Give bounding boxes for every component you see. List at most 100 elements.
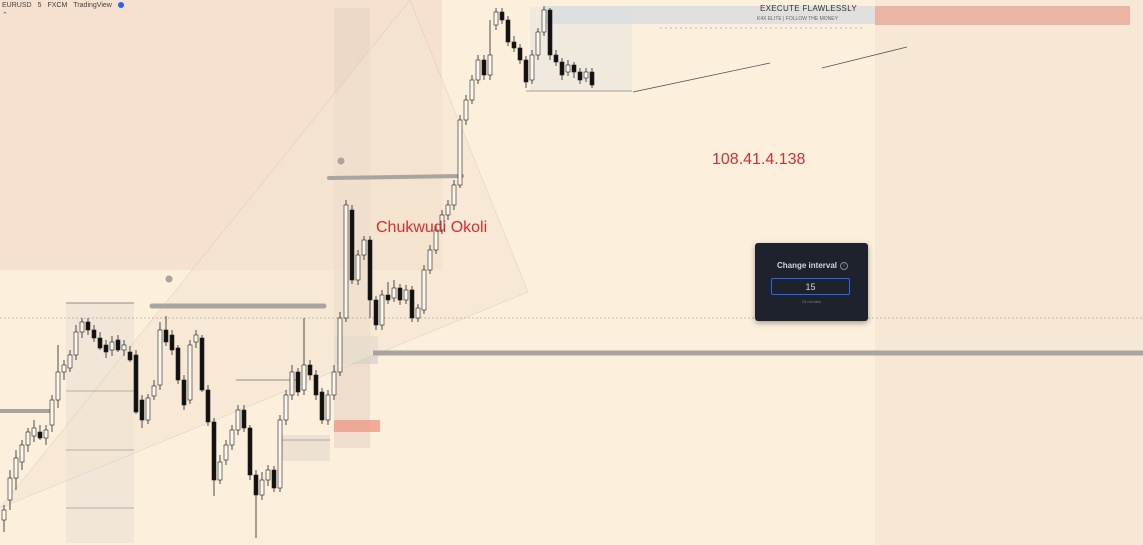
candle-body bbox=[505, 19, 511, 43]
candle-body bbox=[553, 54, 559, 63]
candles-group bbox=[1, 6, 595, 538]
triangle-drawing bbox=[0, 0, 529, 509]
candle-body bbox=[373, 299, 379, 326]
candle-body bbox=[271, 469, 277, 489]
candle-body bbox=[571, 64, 577, 73]
candle-body bbox=[535, 31, 541, 56]
symbol-label[interactable]: EURUSD bbox=[2, 1, 32, 9]
chart-header: EURUSD 5 FXCM TradingView bbox=[0, 0, 124, 10]
candle-body bbox=[187, 344, 193, 401]
interval-label[interactable]: 5 bbox=[37, 1, 42, 9]
candle-body bbox=[469, 79, 475, 101]
brand-title: EXECUTE FLAWLESSLY bbox=[760, 4, 857, 13]
candle-body bbox=[283, 394, 289, 421]
candle-body bbox=[121, 344, 127, 351]
candle-body bbox=[115, 339, 121, 351]
candle-body bbox=[103, 344, 109, 353]
candle-body bbox=[97, 337, 103, 349]
candle-body bbox=[55, 371, 61, 401]
candle-body bbox=[433, 229, 439, 251]
watermark-ip: 108.41.4.138 bbox=[712, 151, 806, 168]
candle-body bbox=[367, 239, 373, 301]
candle-body bbox=[319, 391, 325, 421]
candle-body bbox=[79, 321, 85, 333]
candle-body bbox=[541, 9, 547, 33]
interval-hint: 15 minutes bbox=[801, 299, 822, 304]
candle-body bbox=[1, 509, 7, 521]
candle-body bbox=[61, 364, 67, 373]
trend-line-1 bbox=[632, 62, 771, 93]
candle-body bbox=[427, 249, 433, 271]
trend-line-2 bbox=[821, 46, 908, 69]
candle-body bbox=[547, 9, 553, 56]
brand-subtitle: K4X ELITE | FOLLOW THE MONEY bbox=[757, 16, 838, 22]
candle-body bbox=[13, 457, 19, 479]
candle-body bbox=[223, 444, 229, 461]
dialog-title: Change interval bbox=[777, 261, 838, 270]
candle-body bbox=[391, 287, 397, 299]
candle-body bbox=[67, 354, 73, 369]
zone-red-top bbox=[875, 6, 1130, 25]
candle-body bbox=[475, 59, 481, 81]
interval-input[interactable] bbox=[771, 278, 850, 295]
candle-body bbox=[37, 431, 43, 439]
level-line-1 bbox=[327, 174, 464, 180]
candle-body bbox=[325, 394, 331, 421]
candle-body bbox=[91, 329, 97, 339]
candle-body bbox=[175, 347, 181, 381]
candle-body bbox=[583, 71, 589, 79]
change-interval-dialog: Change interval i 15 minutes bbox=[755, 243, 868, 321]
candle-body bbox=[331, 371, 337, 396]
candle-body bbox=[289, 371, 295, 396]
candle-body bbox=[151, 385, 157, 397]
candle-body bbox=[481, 59, 487, 76]
candle-body bbox=[253, 474, 259, 496]
candle-body bbox=[247, 427, 253, 476]
candle-body bbox=[169, 334, 175, 351]
candle-body bbox=[241, 409, 247, 429]
candle-body bbox=[337, 317, 343, 373]
candle-body bbox=[487, 54, 493, 76]
candle-body bbox=[421, 269, 427, 311]
status-dot-icon bbox=[117, 2, 124, 8]
candle-body bbox=[511, 41, 517, 49]
candle-body bbox=[19, 444, 25, 463]
candle-body bbox=[313, 374, 319, 396]
candle-body bbox=[199, 337, 205, 391]
candle-body bbox=[277, 419, 283, 489]
candle-body bbox=[7, 477, 13, 501]
candle-body bbox=[145, 397, 151, 421]
candle-body bbox=[211, 421, 217, 481]
candle-body bbox=[451, 184, 457, 206]
candle-body bbox=[445, 204, 451, 216]
candle-body bbox=[379, 294, 385, 326]
candle-body bbox=[463, 99, 469, 121]
candle-body bbox=[229, 429, 235, 446]
candle-body bbox=[31, 427, 37, 437]
candle-body bbox=[343, 204, 349, 319]
info-icon[interactable]: i bbox=[840, 262, 848, 270]
candle-body bbox=[235, 409, 241, 431]
candle-body bbox=[133, 354, 139, 413]
candle-body bbox=[559, 61, 565, 76]
candle-body bbox=[349, 209, 355, 281]
candle-body bbox=[139, 399, 145, 421]
candle-body bbox=[259, 479, 265, 496]
zone-red-small bbox=[334, 420, 380, 432]
candle-body bbox=[397, 287, 403, 301]
candle-body bbox=[205, 389, 211, 423]
candle-body bbox=[193, 334, 199, 343]
watermark-name: Chukwudi Okoli bbox=[376, 219, 488, 236]
candle-body bbox=[493, 11, 499, 26]
collapse-icon[interactable]: ⌃ bbox=[2, 12, 8, 19]
candle-body bbox=[295, 371, 301, 393]
candle-body bbox=[85, 321, 91, 331]
candle-body bbox=[415, 307, 421, 319]
source-label: TradingView bbox=[73, 1, 112, 9]
candle-body bbox=[529, 54, 535, 81]
anchor-dot-1 bbox=[337, 157, 345, 165]
candle-body bbox=[385, 294, 391, 301]
candle-body bbox=[355, 254, 361, 281]
candle-body bbox=[217, 461, 223, 481]
